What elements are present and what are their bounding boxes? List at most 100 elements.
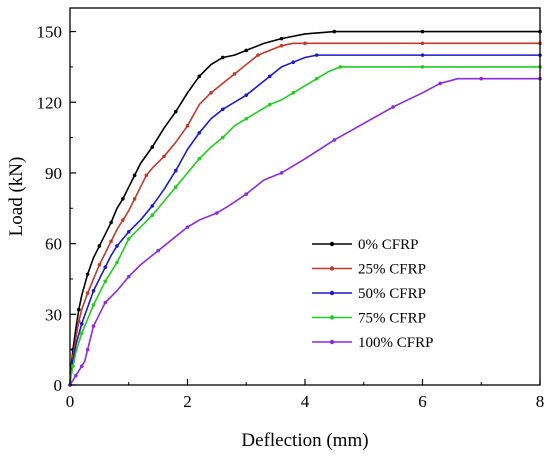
data-point: [144, 173, 149, 178]
legend-label-4: 75% CFRP: [358, 311, 426, 327]
data-point: [420, 65, 425, 69]
data-point: [303, 41, 307, 46]
series-line-1: [69, 30, 540, 386]
data-point: [197, 157, 202, 161]
data-point: [267, 74, 272, 79]
data-point: [103, 265, 108, 269]
data-point: [126, 230, 131, 234]
x-tick-label: 8: [536, 392, 545, 411]
data-point: [232, 72, 237, 76]
data-point: [338, 65, 343, 69]
data-point: [91, 288, 96, 293]
data-point: [77, 307, 81, 312]
data-point: [150, 204, 155, 208]
y-tick-label: 150: [37, 23, 63, 42]
data-point: [244, 93, 249, 97]
data-point: [185, 225, 190, 229]
data-point: [420, 29, 425, 34]
data-point: [391, 105, 395, 109]
data-point: [97, 244, 102, 248]
data-point: [256, 53, 260, 57]
data-point: [79, 331, 84, 335]
data-point: [126, 274, 131, 279]
data-point: [109, 239, 113, 244]
data-point: [332, 29, 337, 34]
data-point: [220, 135, 225, 140]
data-point: [115, 260, 119, 265]
data-point: [279, 36, 284, 41]
data-point: [79, 364, 84, 368]
data-point: [109, 220, 113, 225]
data-point: [121, 218, 125, 222]
data-point: [115, 244, 119, 248]
data-point: [197, 74, 202, 79]
data-point: [244, 48, 249, 53]
series-line-2: [69, 42, 540, 386]
data-point: [279, 43, 284, 48]
data-point: [209, 91, 213, 95]
data-point: [220, 107, 225, 112]
legend-label-1: 0% CFRP: [358, 237, 418, 253]
x-tick-label: 6: [418, 392, 427, 411]
data-point: [244, 192, 249, 196]
series-line-4: [69, 66, 540, 386]
data-point: [438, 81, 442, 86]
data-point: [173, 109, 178, 114]
data-point: [291, 91, 296, 95]
data-point: [332, 138, 337, 142]
data-point: [79, 321, 84, 326]
data-point: [215, 211, 219, 215]
data-point: [91, 324, 96, 328]
legend-label-5: 100% CFRP: [358, 335, 433, 351]
y-tick-label: 60: [45, 235, 62, 254]
legend-marker-3: [329, 290, 335, 296]
data-point: [85, 291, 90, 295]
x-tick-label: 0: [66, 392, 75, 411]
data-point: [103, 300, 108, 305]
data-point: [91, 303, 96, 307]
data-point: [314, 53, 319, 57]
legend-marker-2: [329, 266, 335, 271]
y-tick-label: 120: [37, 93, 63, 112]
data-point: [85, 347, 90, 352]
data-point: [77, 319, 81, 324]
y-tick-label: 30: [45, 305, 62, 324]
legend-marker-4: [329, 315, 335, 320]
data-point: [103, 279, 108, 284]
series-line-5: [69, 77, 540, 386]
data-point: [314, 76, 319, 81]
x-axis-title: Deflection (mm): [241, 430, 368, 451]
plot-frame: [69, 7, 541, 386]
data-point: [132, 173, 137, 178]
legend-marker-1: [329, 241, 335, 247]
data-point: [173, 185, 178, 189]
data-point: [156, 248, 160, 253]
x-tick-label: 2: [183, 392, 192, 411]
data-point: [185, 124, 190, 128]
legend: 0% CFRP 25% CFRP 50% CFRP 75% CFRP 100% CFRP: [312, 237, 433, 351]
data-point: [197, 131, 202, 135]
data-point: [132, 197, 137, 201]
data-point: [420, 53, 425, 57]
data-point: [97, 263, 102, 267]
data-point: [162, 154, 166, 159]
data-point: [126, 237, 131, 241]
series-line-3: [69, 54, 540, 386]
data-point: [150, 145, 155, 149]
data-point: [279, 171, 284, 175]
x-tick-label: 4: [301, 392, 310, 411]
data-point: [71, 364, 75, 368]
data-point: [220, 55, 225, 60]
data-point: [291, 60, 296, 64]
data-point: [85, 272, 90, 277]
legend-label-2: 25% CFRP: [358, 262, 426, 278]
y-axis-title: Load (kN): [6, 157, 27, 237]
data-point: [479, 76, 484, 81]
data-point: [244, 116, 249, 121]
legend-marker-5: [329, 339, 335, 345]
y-tick-label: 0: [54, 376, 63, 395]
data-point: [420, 41, 425, 46]
data-point: [74, 373, 78, 378]
y-tick-label: 90: [45, 164, 62, 183]
